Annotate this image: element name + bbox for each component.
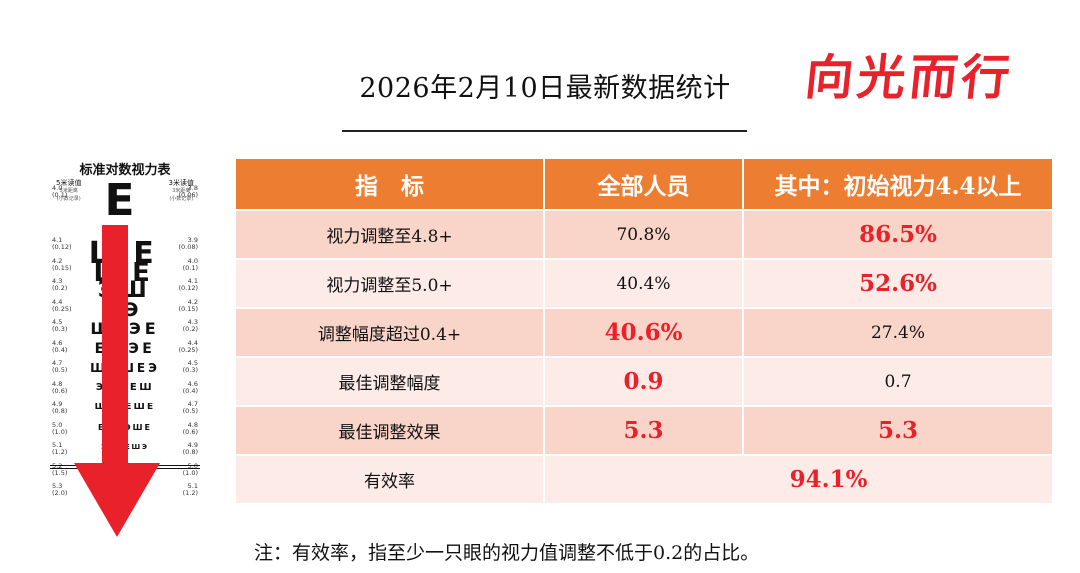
row-all-value: 5.3 (544, 405, 744, 455)
row-label: 视力调整至5.0+ (236, 258, 545, 308)
eye-chart-left-value: 4.7 (0.5) (52, 359, 68, 374)
header-initial-4-4: 其中：初始视力4.4以上 (743, 159, 1052, 210)
table-row: 视力调整至5.0+ 40.4% 52.6% (236, 258, 1052, 308)
eye-chart-left-head: 5米读值 5米距离 (小数记录) (56, 179, 81, 203)
header-all-staff: 全部人员 (544, 159, 744, 210)
eye-chart-right-value: 5.1 (1.2) (182, 482, 198, 497)
eye-chart-left-value: 5.3 (2.0) (52, 482, 68, 497)
row-all-value: 40.6% (544, 307, 744, 357)
eye-chart-left-value: 5.0 (1.0) (52, 420, 68, 436)
right-head-line2: 3米距离 (172, 188, 191, 194)
brand-logo-text: 向光而行 (802, 50, 1017, 106)
row-sub-value: 5.3 (743, 405, 1052, 455)
row-all-value: 70.8% (544, 209, 744, 259)
row-sub-value: 0.7 (743, 356, 1052, 406)
eye-chart-row: 4.0 (0.1) E 3.8 (0.06) (50, 179, 200, 223)
right-head-line3: (小数记录) (169, 196, 194, 202)
eye-chart-left-value: 4.1 (0.12) (52, 236, 72, 251)
eye-chart-right-value: 4.0 (0.1) (182, 256, 198, 272)
eye-chart-title: 标准对数视力表 (79, 163, 171, 178)
eye-chart-left-value: 4.9 (0.8) (52, 400, 68, 415)
table-row: 最佳调整幅度 0.9 0.7 (236, 356, 1052, 406)
eye-chart-left-value: 4.3 (0.2) (52, 277, 68, 292)
left-head-line2: 5米距离 (59, 188, 78, 194)
row-label: 调整幅度超过0.4+ (236, 307, 545, 357)
eye-chart-left-value: 4.6 (0.4) (52, 338, 68, 354)
header-indicator: 指 标 (236, 159, 545, 210)
row-label: 视力调整至4.8+ (236, 209, 545, 259)
eye-chart-left-value: 4.8 (0.6) (52, 379, 68, 395)
left-head-line1: 5米读值 (56, 179, 82, 187)
eye-chart-right-value: 4.7 (0.5) (182, 400, 198, 415)
table-header-row: 指 标 全部人员 其中：初始视力4.4以上 (236, 159, 1052, 210)
down-arrow-icon (74, 225, 160, 537)
row-sub-value: 52.6% (743, 258, 1052, 308)
eye-chart-right-head: 3米读值 3米距离 (小数记录) (169, 179, 194, 203)
eye-chart-right-value: 4.1 (0.12) (178, 277, 198, 292)
row-all-value: 0.9 (544, 356, 744, 406)
eye-chart-right-value: 3.8 (0.06) (178, 184, 198, 199)
row-all-value: 40.4% (544, 258, 744, 308)
row-label: 有效率 (236, 454, 545, 503)
effective-rate-value: 94.1% (544, 454, 1052, 503)
eye-chart-right-value: 4.6 (0.4) (182, 379, 198, 395)
eye-chart-left-value: 4.5 (0.3) (52, 318, 68, 333)
table-row: 最佳调整效果 5.3 5.3 (236, 405, 1052, 455)
eye-chart-right-value: 3.9 (0.08) (178, 236, 198, 251)
eye-chart-optotypes: E (104, 179, 146, 223)
eye-chart-left-value: 4.4 (0.25) (52, 297, 72, 313)
row-sub-value: 86.5% (743, 209, 1052, 259)
eye-chart-right-value: 4.5 (0.3) (182, 359, 198, 374)
table-row: 视力调整至4.8+ 70.8% 86.5% (236, 209, 1052, 259)
eye-chart-right-value: 4.9 (0.8) (182, 441, 198, 456)
page-title: 2026年2月10日最新数据统计 (359, 73, 731, 104)
eye-chart-right-value: 4.8 (0.6) (182, 420, 198, 436)
left-head-line3: (小数记录) (56, 196, 81, 202)
eye-chart-right-value: 4.2 (0.15) (178, 297, 198, 313)
footnote: 注：有效率，指至少一只眼的视力值调整不低于0.2的占比。 (254, 542, 760, 564)
row-sub-value: 27.4% (743, 307, 1052, 357)
right-head-line1: 3米读值 (168, 179, 194, 187)
title-underline (342, 130, 747, 132)
table-row: 有效率 94.1% (236, 454, 1052, 503)
row-label: 最佳调整效果 (236, 405, 545, 455)
stats-table: 指 标 全部人员 其中：初始视力4.4以上 视力调整至4.8+ 70.8% 86… (236, 159, 1052, 503)
eye-chart-left-value: 5.1 (1.2) (52, 441, 68, 456)
row-label: 最佳调整幅度 (236, 356, 545, 406)
eye-chart-right-value: 4.3 (0.2) (182, 318, 198, 333)
eye-chart-left-value: 4.2 (0.15) (52, 256, 72, 272)
eye-chart-left-value: 4.0 (0.1) (52, 184, 68, 199)
eye-chart-right-value: 4.4 (0.25) (178, 338, 198, 354)
table-row: 调整幅度超过0.4+ 40.6% 27.4% (236, 307, 1052, 357)
